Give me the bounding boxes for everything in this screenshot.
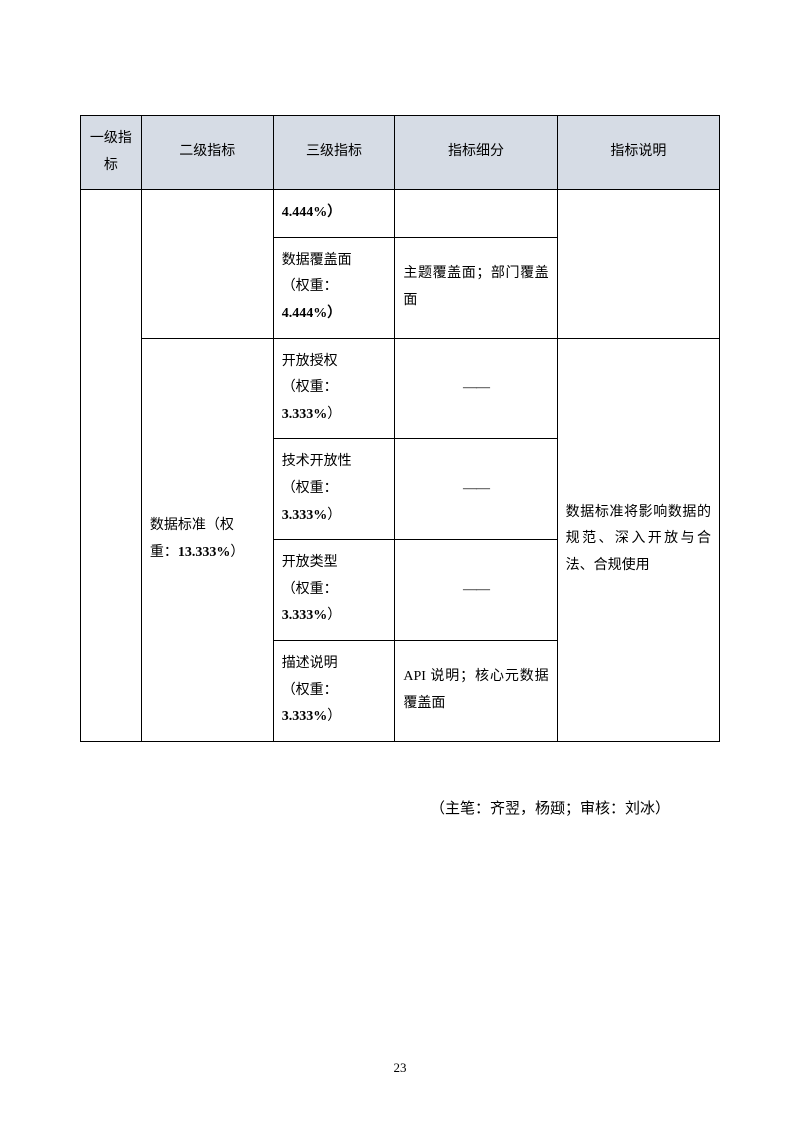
cell-standard-desc: 数据标准将影响数据的规范、深入开放与合法、合规使用 — [557, 338, 719, 741]
cell-dash: —— — [395, 540, 557, 641]
table-header-row: 一级指标 二级指标 三级指标 指标细分 指标说明 — [81, 116, 720, 190]
table-row: 数据标准（权 重：13.333%） 开放授权 （权重： 3.333%） —— 数… — [81, 338, 720, 439]
header-col1: 一级指标 — [81, 116, 142, 190]
cell-weight-prev: 4.444%） — [273, 190, 395, 238]
table-row: 4.444%） — [81, 190, 720, 238]
cell-dash: —— — [395, 338, 557, 439]
page-number: 23 — [0, 1060, 800, 1076]
cell-open-auth: 开放授权 （权重： 3.333%） — [273, 338, 395, 439]
cell-data-standard: 数据标准（权 重：13.333%） — [141, 338, 273, 741]
header-col5: 指标说明 — [557, 116, 719, 190]
cell-desc-explain: 描述说明 （权重： 3.333%） — [273, 640, 395, 741]
header-col4: 指标细分 — [395, 116, 557, 190]
cell-data-coverage: 数据覆盖面 （权重： 4.444%） — [273, 237, 395, 338]
cell-detail-prev — [395, 190, 557, 238]
cell-tech-openness: 技术开放性 （权重： 3.333%） — [273, 439, 395, 540]
header-col3: 三级指标 — [273, 116, 395, 190]
attribution-text: （主笔：齐翌，杨颋；审核：刘冰） — [80, 797, 720, 818]
cell-desc-prev — [557, 190, 719, 338]
cell-open-type: 开放类型 （权重： 3.333%） — [273, 540, 395, 641]
cell-level1 — [81, 190, 142, 742]
cell-api-detail: API 说明；核心元数据覆盖面 — [395, 640, 557, 741]
cell-coverage-detail: 主题覆盖面；部门覆盖面 — [395, 237, 557, 338]
header-col2: 二级指标 — [141, 116, 273, 190]
cell-dash: —— — [395, 439, 557, 540]
cell-level2-prev — [141, 190, 273, 338]
indicator-table: 一级指标 二级指标 三级指标 指标细分 指标说明 4.444%） 数据覆盖面 （… — [80, 115, 720, 742]
